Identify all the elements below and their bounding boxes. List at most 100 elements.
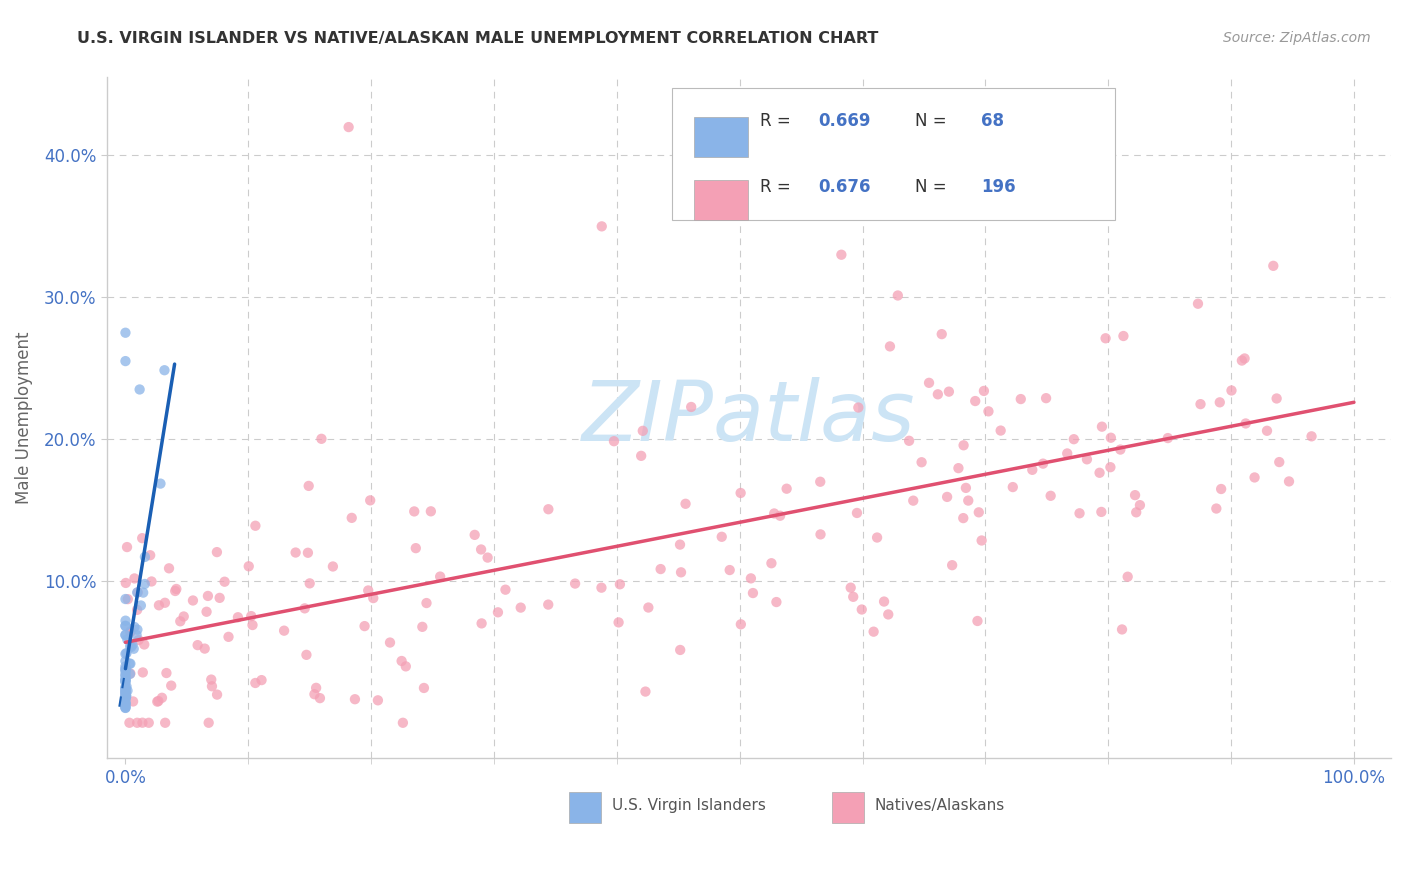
Point — [114, 701, 136, 715]
Point — [464, 528, 486, 542]
Point — [114, 663, 136, 677]
Point — [114, 685, 136, 699]
Point — [114, 668, 136, 682]
Point — [830, 248, 852, 262]
Point — [681, 400, 703, 414]
Point — [910, 455, 932, 469]
Point — [1230, 353, 1253, 368]
Point — [810, 527, 832, 541]
Point — [477, 550, 499, 565]
Point — [775, 482, 797, 496]
Point — [131, 715, 153, 730]
Point — [205, 545, 228, 559]
Point — [298, 479, 321, 493]
Point — [214, 574, 236, 589]
Point — [197, 589, 219, 603]
Text: ZIPatlas: ZIPatlas — [582, 377, 915, 458]
Point — [114, 647, 136, 661]
Point — [1091, 419, 1114, 434]
Point — [114, 326, 136, 340]
Point — [122, 694, 145, 708]
Point — [340, 511, 363, 525]
Point — [669, 538, 692, 552]
Point — [941, 558, 963, 573]
Point — [1111, 623, 1133, 637]
Text: Natives/Alaskans: Natives/Alaskans — [875, 798, 1005, 814]
Point — [1189, 397, 1212, 411]
Point — [121, 638, 143, 652]
Point — [1035, 391, 1057, 405]
Point — [115, 646, 138, 660]
Point — [718, 563, 741, 577]
Point — [419, 504, 441, 518]
Point — [730, 486, 752, 500]
Point — [1094, 331, 1116, 345]
Point — [148, 599, 170, 613]
Point — [114, 692, 136, 706]
Point — [132, 665, 155, 680]
Point — [1278, 475, 1301, 489]
FancyBboxPatch shape — [693, 179, 748, 220]
Point — [955, 481, 977, 495]
Point — [155, 666, 177, 681]
Point — [361, 591, 384, 605]
Point — [273, 624, 295, 638]
Point — [127, 715, 149, 730]
Point — [411, 620, 433, 634]
Point — [1021, 463, 1043, 477]
Point — [114, 672, 136, 686]
Point — [404, 504, 426, 518]
Text: N =: N = — [914, 178, 952, 195]
Point — [114, 654, 136, 668]
Point — [141, 574, 163, 589]
Point — [160, 679, 183, 693]
Point — [395, 659, 418, 673]
FancyBboxPatch shape — [693, 117, 748, 157]
Point — [1256, 424, 1278, 438]
Point — [866, 531, 889, 545]
Point — [114, 576, 136, 591]
Point — [637, 600, 659, 615]
Point — [309, 691, 332, 706]
Point — [630, 449, 652, 463]
Text: Source: ZipAtlas.com: Source: ZipAtlas.com — [1223, 31, 1371, 45]
Point — [114, 700, 136, 714]
Point — [1112, 329, 1135, 343]
Point — [952, 511, 974, 525]
Point — [134, 577, 156, 591]
Point — [337, 120, 360, 134]
Point — [1205, 501, 1227, 516]
Point — [114, 674, 136, 689]
Point — [1157, 431, 1180, 445]
Point — [114, 680, 136, 694]
Point — [120, 666, 142, 681]
Point — [1211, 482, 1233, 496]
Point — [114, 690, 136, 704]
Point — [117, 592, 139, 607]
Point — [537, 502, 560, 516]
Point — [413, 681, 436, 695]
Point — [1263, 259, 1285, 273]
Point — [127, 585, 149, 599]
Point — [295, 648, 318, 662]
Point — [769, 508, 792, 523]
Point — [120, 640, 142, 654]
Point — [127, 623, 149, 637]
Point — [936, 490, 959, 504]
Point — [966, 614, 988, 628]
Point — [134, 638, 156, 652]
Point — [128, 383, 150, 397]
Point — [343, 692, 366, 706]
Point — [1069, 506, 1091, 520]
Point — [669, 566, 692, 580]
Point — [114, 696, 136, 710]
Point — [114, 673, 136, 687]
Point — [149, 476, 172, 491]
Point — [486, 605, 509, 619]
Point — [120, 624, 142, 639]
Text: U.S. VIRGIN ISLANDER VS NATIVE/ALASKAN MALE UNEMPLOYMENT CORRELATION CHART: U.S. VIRGIN ISLANDER VS NATIVE/ALASKAN M… — [77, 31, 879, 46]
Point — [990, 424, 1012, 438]
Point — [120, 657, 142, 671]
Point — [304, 687, 326, 701]
Point — [118, 715, 141, 730]
